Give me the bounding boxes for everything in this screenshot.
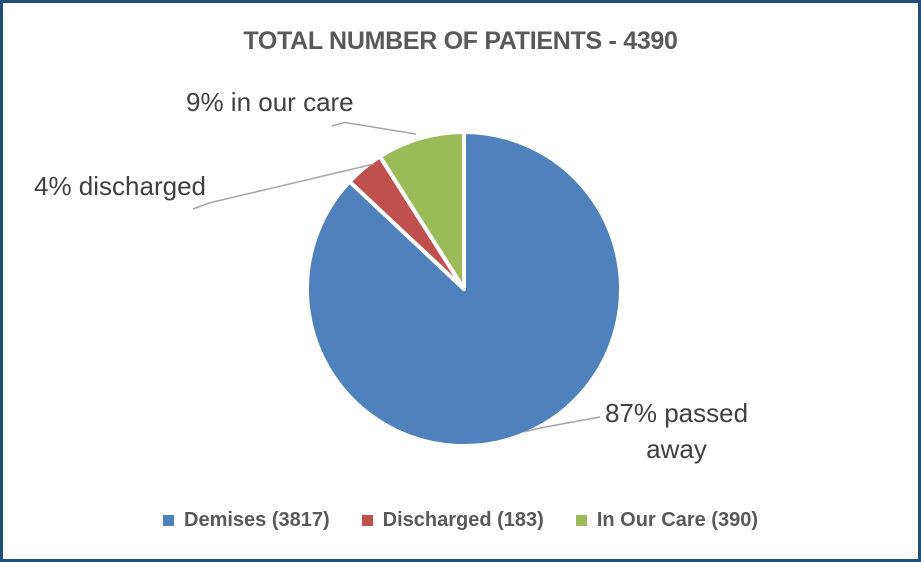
legend-item-in-our-care[interactable]: In Our Care (390) <box>575 509 758 532</box>
legend-label-in-our-care: In Our Care (390) <box>596 509 758 531</box>
legend-item-demises[interactable]: Demises (3817) <box>163 509 330 532</box>
chart-title: TOTAL NUMBER OF PATIENTS - 4390 <box>243 27 678 55</box>
leader-line-passed-away <box>523 416 601 433</box>
data-label-passed-away: 87% passed away <box>604 398 749 464</box>
data-label-in-our-care: 9% in our care <box>186 87 354 117</box>
legend-label-discharged: Discharged (183) <box>382 509 544 531</box>
leader-line-discharged <box>192 163 375 210</box>
discharged-swatch-icon <box>361 515 373 526</box>
demises-swatch-icon <box>163 515 174 526</box>
leader-line-in-our-care <box>331 121 417 135</box>
legend-label-demises: Demises (3817) <box>184 509 330 531</box>
pie-slice-in-our-care[interactable] <box>377 130 466 291</box>
legend-item-discharged[interactable]: Discharged (183) <box>361 509 544 532</box>
in-our-care-swatch-icon <box>575 515 587 526</box>
pie-chart <box>192 121 623 448</box>
data-label-discharged: 4% discharged <box>34 171 206 201</box>
legend: Demises (3817) Discharged (183) In Our C… <box>3 509 918 532</box>
